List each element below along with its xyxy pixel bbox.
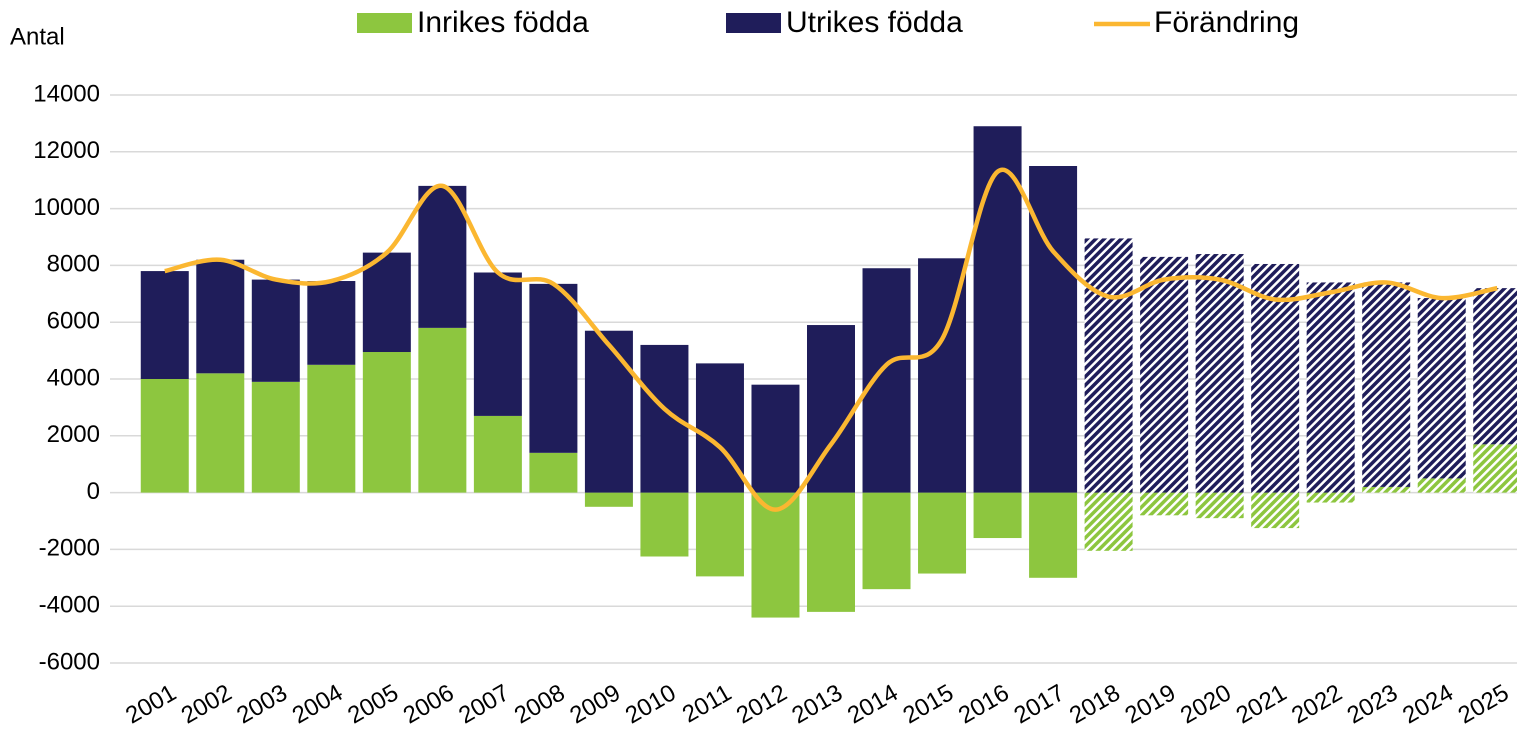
x-tick-label: 2009 xyxy=(565,679,625,729)
y-tick-label: 4000 xyxy=(47,364,100,391)
x-tick-label: 2016 xyxy=(954,679,1014,729)
bar xyxy=(695,492,744,577)
x-tick-label: 2006 xyxy=(399,679,459,729)
bar xyxy=(1195,254,1244,493)
y-tick-label: -6000 xyxy=(39,648,100,675)
bar xyxy=(418,185,467,328)
bar xyxy=(307,364,356,493)
x-tick-label: 2018 xyxy=(1065,679,1125,729)
y-tick-label: 14000 xyxy=(33,80,100,107)
x-tick-label: 2013 xyxy=(787,679,847,729)
x-tick-label: 2010 xyxy=(621,679,681,729)
x-tick-label: 2002 xyxy=(177,679,237,729)
x-tick-label: 2021 xyxy=(1232,679,1292,729)
bar xyxy=(862,268,911,493)
bar xyxy=(918,492,967,574)
bar xyxy=(584,330,633,493)
y-tick-label: 12000 xyxy=(33,137,100,164)
bar xyxy=(1306,492,1355,503)
bar xyxy=(1195,492,1244,519)
x-tick-label: 2022 xyxy=(1287,679,1347,729)
bar xyxy=(1473,444,1517,493)
bar xyxy=(473,415,522,493)
y-tick-label: -4000 xyxy=(39,592,100,619)
bar xyxy=(584,492,633,507)
bar xyxy=(1362,486,1411,493)
x-tick-label: 2025 xyxy=(1454,679,1514,729)
bar xyxy=(362,352,411,493)
bar xyxy=(1417,478,1466,493)
bar xyxy=(362,252,411,353)
bar xyxy=(1417,298,1466,479)
bar xyxy=(196,373,245,493)
x-tick-label: 2004 xyxy=(288,679,348,729)
legend-label: Utrikes födda xyxy=(786,6,963,39)
bar xyxy=(1029,492,1078,578)
bar xyxy=(1251,492,1300,529)
bar xyxy=(196,259,245,374)
bar xyxy=(1084,492,1133,551)
y-tick-label: 8000 xyxy=(47,251,100,278)
bar xyxy=(473,272,522,416)
x-tick-label: 2020 xyxy=(1176,679,1236,729)
bar xyxy=(1251,263,1300,493)
bar xyxy=(251,381,300,493)
bar xyxy=(140,379,189,493)
x-tick-label: 2001 xyxy=(121,679,181,729)
bar xyxy=(251,279,300,382)
bar xyxy=(1362,282,1411,487)
bar xyxy=(1473,288,1517,445)
bar xyxy=(1140,492,1189,516)
x-tick-label: 2003 xyxy=(232,679,292,729)
y-tick-label: 2000 xyxy=(47,421,100,448)
line xyxy=(164,167,1498,512)
bar xyxy=(307,281,356,365)
bar xyxy=(1306,282,1355,493)
x-tick-label: 2023 xyxy=(1343,679,1403,729)
y-tick-label: -2000 xyxy=(39,535,100,562)
y-tick-label: 6000 xyxy=(47,308,100,335)
bar xyxy=(973,492,1022,539)
bar xyxy=(1084,238,1133,493)
bar xyxy=(973,126,1022,493)
bar xyxy=(529,452,578,493)
x-tick-label: 2008 xyxy=(510,679,570,729)
y-tick-label: 10000 xyxy=(33,194,100,221)
bar xyxy=(751,492,800,618)
bar xyxy=(807,492,855,612)
bar xyxy=(140,271,189,379)
bar xyxy=(529,283,578,453)
legend-label: Inrikes födda xyxy=(417,6,589,39)
legend-swatch xyxy=(357,13,412,33)
x-tick-label: 2024 xyxy=(1398,679,1458,729)
bar xyxy=(862,492,911,590)
x-tick-label: 2011 xyxy=(678,679,736,728)
x-tick-label: 2012 xyxy=(732,679,792,729)
y-tick-label: 0 xyxy=(87,478,100,505)
y-axis-label: Antal xyxy=(10,23,65,50)
x-tick-label: 2015 xyxy=(898,679,958,729)
bar xyxy=(1029,166,1078,493)
bar xyxy=(751,384,800,493)
bar xyxy=(640,492,689,557)
x-tick-label: 2005 xyxy=(343,679,403,729)
x-tick-label: 2007 xyxy=(454,679,514,729)
legend-swatch xyxy=(726,13,781,33)
x-tick-label: 2017 xyxy=(1010,679,1070,729)
bar xyxy=(1140,256,1189,493)
x-tick-label: 2019 xyxy=(1121,679,1181,729)
legend-label: Förändring xyxy=(1154,6,1299,39)
bar xyxy=(695,363,744,493)
bar xyxy=(418,327,467,493)
x-tick-label: 2014 xyxy=(843,679,903,729)
